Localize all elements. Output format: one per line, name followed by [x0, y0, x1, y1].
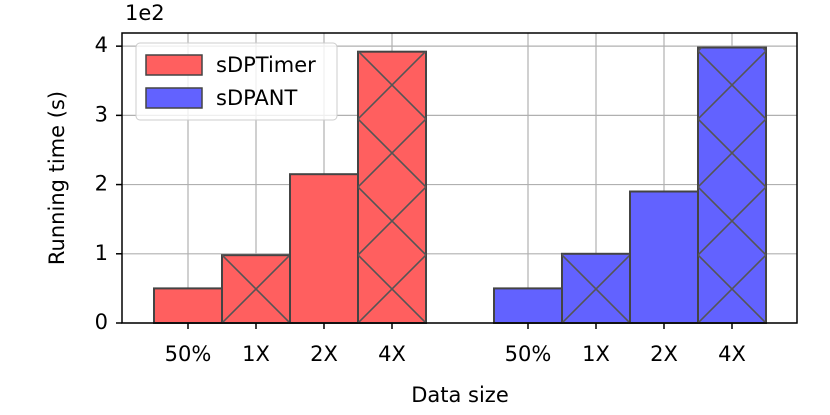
- y-tick-label: 1: [95, 241, 108, 265]
- plot-frame: [121, 32, 798, 324]
- x-tick-label: 4X: [378, 342, 406, 366]
- y-tick-label: 2: [95, 172, 108, 196]
- bar: [357, 50, 427, 325]
- bar: [629, 190, 699, 324]
- bar: [493, 287, 563, 325]
- x-tick-label: 50%: [165, 342, 212, 366]
- x-tick-label: 2X: [310, 342, 338, 366]
- legend-swatch: [145, 87, 203, 109]
- y-axis-label: Running time (s): [45, 91, 69, 265]
- x-tick-label: 4X: [718, 342, 746, 366]
- legend-label: sDPTimer: [216, 53, 316, 77]
- x-axis-label: Data size: [411, 383, 509, 407]
- x-tick-label: 2X: [650, 342, 678, 366]
- bar: [289, 173, 359, 324]
- x-tick-label: 50%: [505, 342, 552, 366]
- legend-swatch: [145, 54, 203, 76]
- bar: [561, 252, 631, 324]
- x-tick-label: 1X: [582, 342, 610, 366]
- x-tick-label: 1X: [242, 342, 270, 366]
- y-tick-label: 3: [95, 102, 108, 126]
- y-tick-label: 0: [95, 310, 108, 334]
- bar: [697, 46, 767, 324]
- y-tick-label: 4: [95, 33, 108, 57]
- legend-label: sDPANT: [216, 86, 298, 110]
- bar: [153, 287, 223, 325]
- bar: [221, 254, 291, 325]
- offset-label: 1e2: [125, 1, 165, 25]
